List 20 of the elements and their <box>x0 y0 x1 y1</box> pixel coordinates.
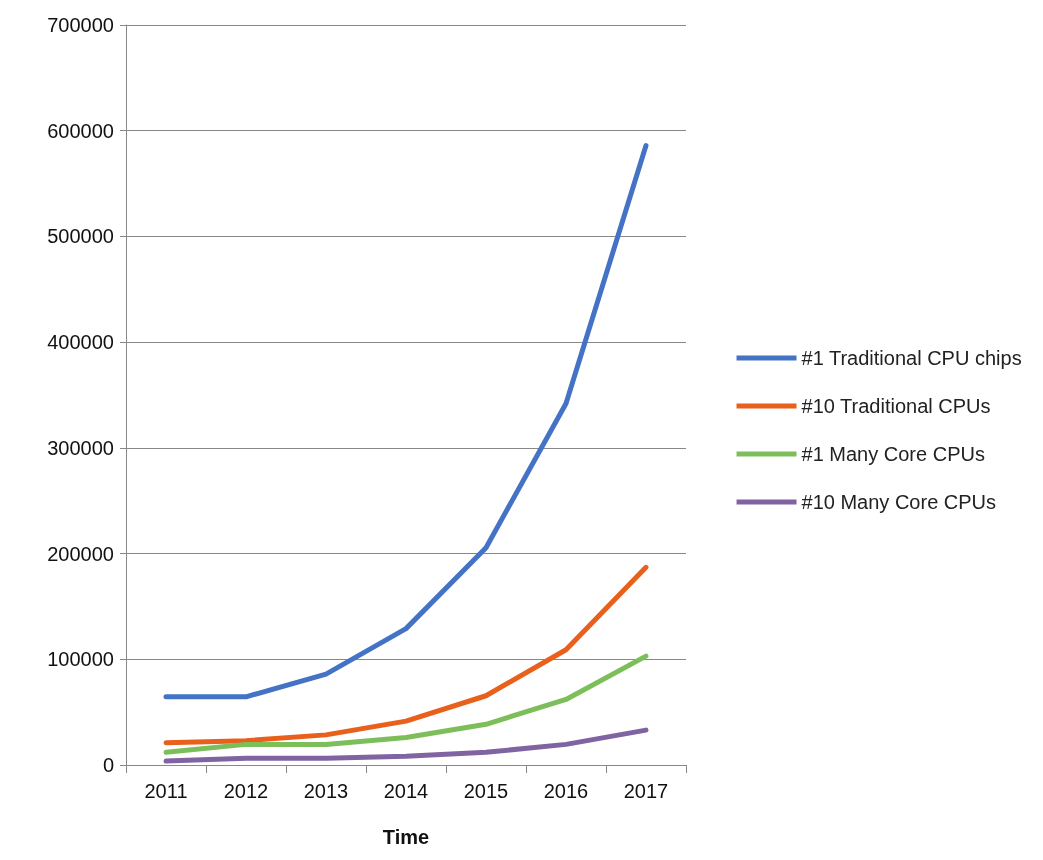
legend-label: #1 Traditional CPU chips <box>801 347 1022 369</box>
y-tick-label: 200000 <box>47 542 114 565</box>
x-tick-label: 2013 <box>303 780 349 802</box>
y-tick-label: 300000 <box>47 436 114 459</box>
legend-label: #10 Traditional CPUs <box>801 395 991 417</box>
legend-label: #10 Many Core CPUs <box>801 491 997 513</box>
x-tick-label: 2012 <box>223 780 269 802</box>
legend-label: #1 Many Core CPUs <box>801 443 985 465</box>
y-tick-label: 700000 <box>47 14 114 36</box>
x-tick-label: 2015 <box>463 780 509 802</box>
x-tick-label: 2011 <box>144 780 188 802</box>
y-tick-label: 500000 <box>47 225 114 248</box>
y-tick-label: 600000 <box>47 119 114 142</box>
x-tick-label: 2017 <box>623 780 669 802</box>
x-tick-label: 2014 <box>383 780 429 802</box>
x-tick-label: 2016 <box>543 780 589 802</box>
y-tick-label: 100000 <box>47 648 114 671</box>
x-axis-title: Time <box>382 826 430 848</box>
y-tick-label: 400000 <box>47 331 114 354</box>
y-tick-label: 0 <box>102 754 114 776</box>
